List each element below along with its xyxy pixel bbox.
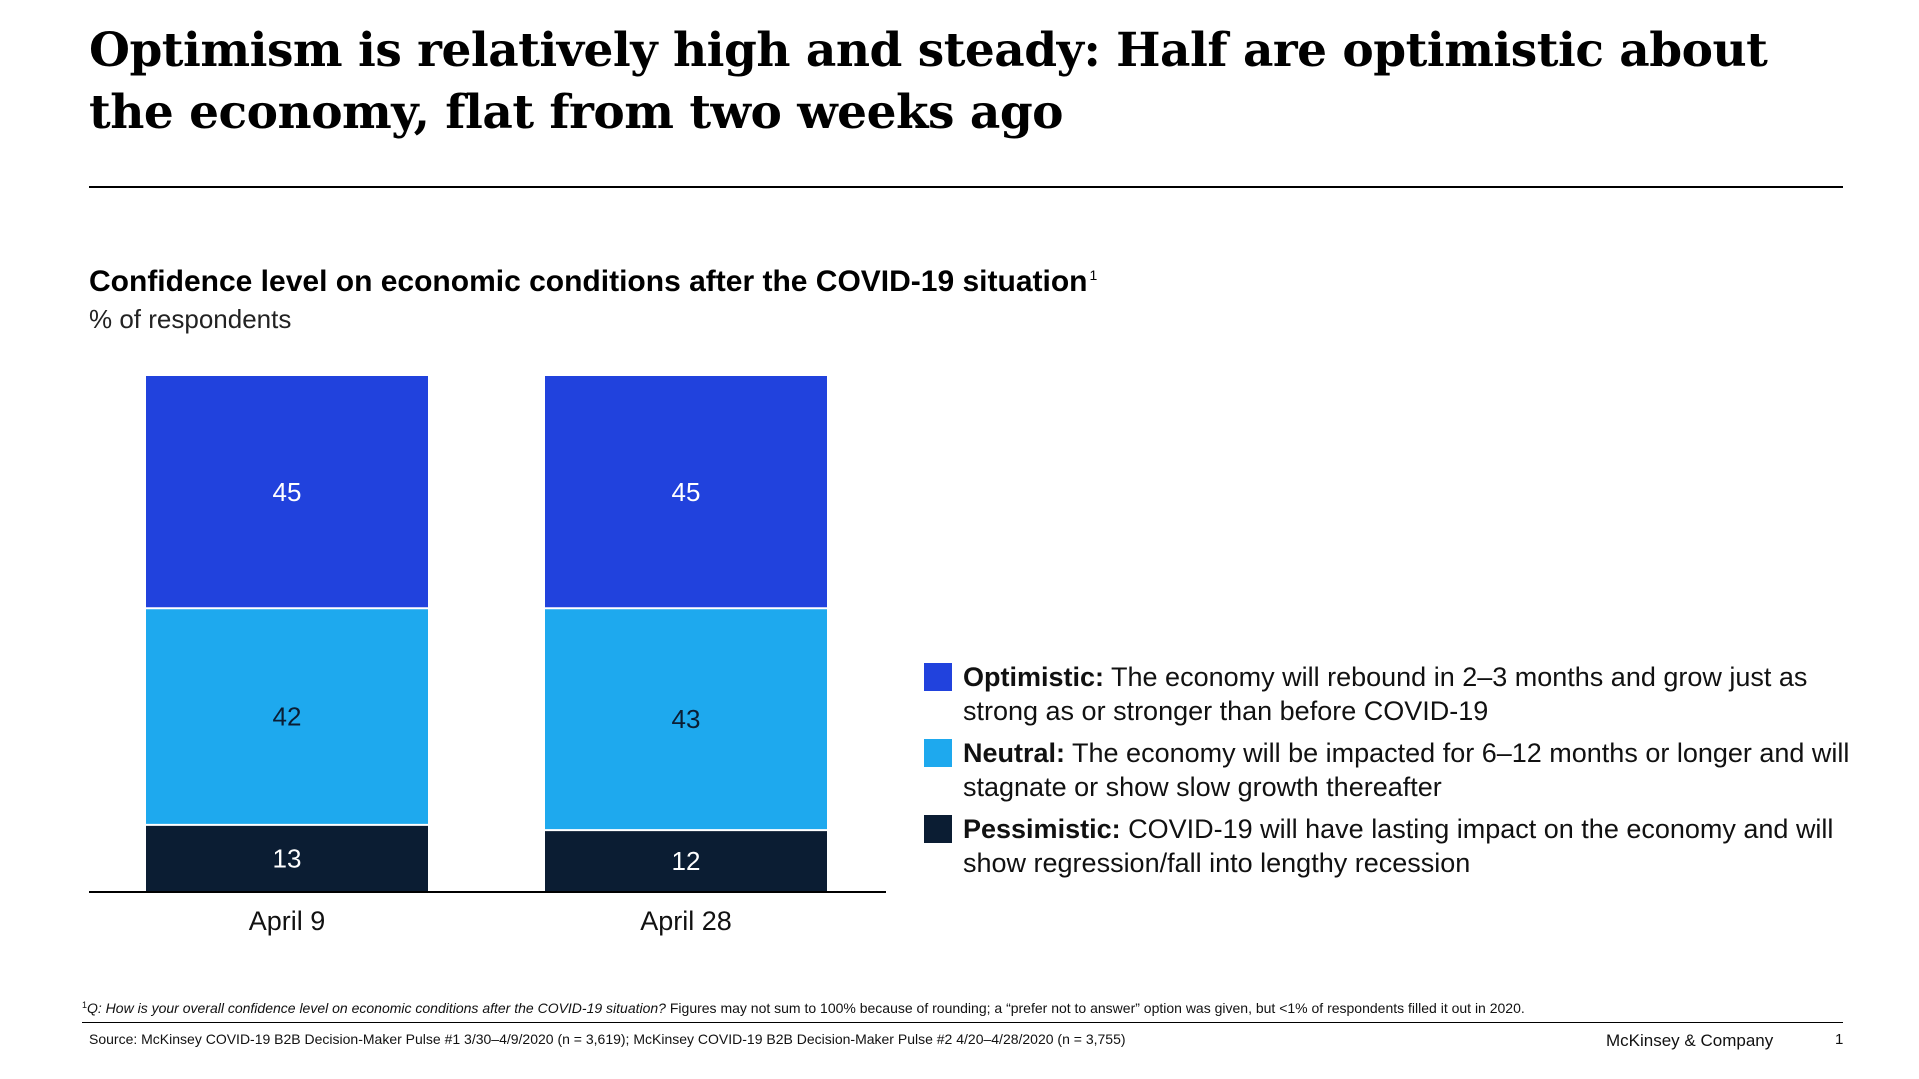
legend-label-optimistic: Optimistic: [963,662,1105,692]
chart-title-footnote-marker: 1 [1089,267,1098,283]
legend-swatch-pessimistic [924,815,952,843]
x-axis-label-april-28: April 28 [640,906,732,936]
footnote: 1Q: How is your overall confidence level… [82,1000,1525,1016]
legend-item-pessimistic: Pessimistic: COVID-19 will have lasting … [924,812,1884,880]
headline: Optimism is relatively high and steady: … [89,23,1768,140]
legend-swatch-optimistic [924,663,952,691]
source-note: Source: McKinsey COVID-19 B2B Decision-M… [89,1031,1126,1047]
stacked-bar-chart: 13 42 45 April 9 12 43 45 April 28 [89,376,886,936]
footnote-question: Q: How is your overall confidence level … [87,1000,666,1016]
legend-label-neutral: Neutral: [963,738,1066,768]
legend-description-pessimistic: COVID-19 will have lasting impact on the… [963,814,1834,878]
bar-segment-neutral-april-28 [545,608,827,831]
footer-divider [82,1022,1843,1023]
footnote-text: Figures may not sum to 100% because of r… [669,1000,1525,1016]
page-number: 1 [1835,1031,1844,1048]
chart-title: Confidence level on economic conditions … [89,265,1097,299]
brand-name: McKinsey & Company [1606,1031,1774,1050]
legend-label-pessimistic: Pessimistic: [963,814,1121,844]
data-label-optimistic-april-9: 45 [273,477,302,507]
chart-subtitle: % of respondents [89,304,292,334]
legend-description-optimistic: The economy will rebound in 2–3 months a… [963,662,1808,726]
chart-legend: Optimistic: The economy will rebound in … [924,660,1884,888]
legend-item-optimistic: Optimistic: The economy will rebound in … [924,660,1884,728]
bar-segment-neutral-april-9 [146,608,428,825]
data-label-neutral-april-28: 43 [672,704,701,734]
footnote-marker: 1 [82,1000,88,1010]
data-label-pessimistic-april-28: 12 [672,846,701,876]
headline-divider [89,186,1843,188]
legend-swatch-neutral [924,739,952,767]
bar-segment-optimistic-april-28 [545,376,827,609]
chart-title-text: Confidence level on economic conditions … [89,265,1088,298]
data-label-neutral-april-9: 42 [273,702,302,732]
bar-segment-pessimistic-april-28 [545,830,827,892]
data-label-optimistic-april-28: 45 [672,477,701,507]
legend-description-neutral: The economy will be impacted for 6–12 mo… [963,738,1850,802]
bar-segment-optimistic-april-9 [146,376,428,609]
data-label-pessimistic-april-9: 13 [273,843,302,873]
x-axis-label-april-9: April 9 [249,906,326,936]
legend-item-neutral: Neutral: The economy will be impacted fo… [924,736,1884,804]
bar-segment-pessimistic-april-9 [146,824,428,892]
